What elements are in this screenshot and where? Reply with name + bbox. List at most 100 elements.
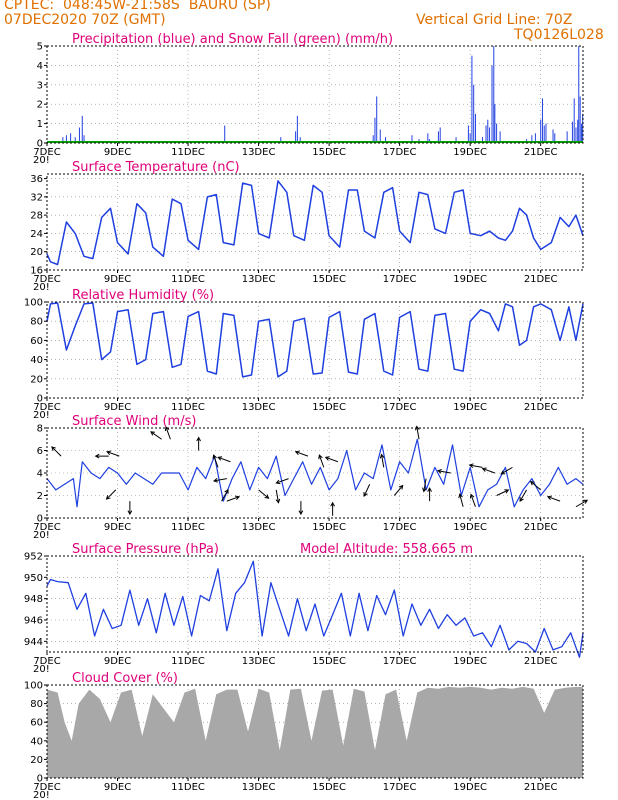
precip-bar <box>534 133 536 143</box>
precip-bar <box>374 117 376 143</box>
precip-bar <box>467 125 469 143</box>
y-tick-label: 0 <box>37 774 43 785</box>
wind-arrowhead <box>213 477 218 483</box>
y-tick-label: 2 <box>37 100 43 111</box>
x-tick-label: 13DEC <box>242 402 276 413</box>
precip-bar <box>531 135 533 143</box>
wind-arrowhead <box>519 497 524 503</box>
wind-arrowhead <box>481 467 487 472</box>
wind-arrow <box>217 456 231 463</box>
y-tick-label: 948 <box>24 594 43 605</box>
x-tick-label: 19DEC <box>453 402 487 413</box>
y-tick-label: 28 <box>30 211 43 222</box>
precip-bar <box>582 113 584 143</box>
x-tick-label: 17DEC <box>383 656 417 667</box>
wind-arrow <box>459 494 464 507</box>
wind-arrow <box>416 426 420 440</box>
x-axis-year-stub: 20! <box>33 664 50 675</box>
wind-arrowhead <box>546 495 552 501</box>
x-tick-label: 13DEC <box>242 522 276 533</box>
wind-arrow <box>575 499 588 508</box>
wind-arrow <box>496 489 509 496</box>
panel-annotation: Model Altitude: 558.665 m <box>300 542 473 557</box>
panel-2: 16 20 24 28 32 36 7DEC 9DEC 11DEC 13DEC 15DEC 17DEC… <box>30 160 584 293</box>
wind-arrow <box>213 478 227 482</box>
x-tick-label: 13DEC <box>242 274 276 285</box>
panel-5: 944 946 948 950 952 7DEC 9DEC 11DEC 13DEC 15DEC 17… <box>24 542 584 675</box>
panel-frame <box>46 45 584 144</box>
precip-bar <box>578 46 580 143</box>
x-tick-label: 21DEC <box>524 147 558 158</box>
precip-bar <box>78 127 80 143</box>
panel-title: Surface Temperature (nC) <box>72 160 240 175</box>
precip-bar <box>575 127 577 143</box>
series-line <box>46 438 584 508</box>
wind-arrow <box>276 478 289 484</box>
y-tick-label: 5 <box>37 42 43 53</box>
precip-bar <box>482 137 483 143</box>
x-tick-label: 15DEC <box>312 656 346 667</box>
y-tick-label: 20 <box>30 755 43 766</box>
precip-bar <box>299 137 301 143</box>
wind-arrowhead <box>275 479 281 485</box>
precip-bar <box>494 104 496 143</box>
wind-arrow <box>106 451 120 457</box>
precip-bar <box>455 137 457 143</box>
x-tick-label: 19DEC <box>453 782 487 793</box>
panel-title: Cloud Cover (%) <box>72 671 178 686</box>
y-tick-label: 40 <box>30 736 43 747</box>
panel-frame <box>46 684 584 779</box>
y-tick-label: 4 <box>37 469 43 480</box>
panel-1: 0 1 2 3 4 5 7DEC 9DEC 11DEC 13DEC 15DEC 17DEC 19DEC 2… <box>33 32 584 166</box>
header-run-code: TQ0126L028 <box>514 27 604 43</box>
series-line <box>46 560 584 658</box>
precip-bar <box>577 119 579 143</box>
wind-arrow <box>318 454 325 468</box>
wind-arrow <box>469 464 483 468</box>
panel-frame <box>46 301 584 399</box>
x-tick-label: 19DEC <box>453 656 487 667</box>
precip-bar <box>491 65 493 143</box>
y-tick-label: 80 <box>30 699 43 710</box>
panel-title: Precipitation (blue) and Snow Fall (gree… <box>72 32 393 47</box>
precip-bar <box>376 96 378 143</box>
wind-arrow <box>106 489 117 500</box>
wind-arrowhead <box>422 487 427 493</box>
precip-bar <box>552 129 554 143</box>
wind-arrow <box>295 451 309 457</box>
wind-arrowhead <box>583 499 589 504</box>
x-tick-label: 15DEC <box>312 522 346 533</box>
header-grid-note: Vertical Grid Line: 70Z <box>416 12 573 28</box>
y-tick-label: 100 <box>24 298 43 309</box>
precip-bar <box>379 129 381 143</box>
wind-arrow <box>51 446 62 457</box>
x-tick-label: 7DEC <box>33 522 60 533</box>
y-tick-label: 946 <box>24 616 43 627</box>
wind-arrowhead <box>224 488 229 494</box>
precip-bar <box>489 127 491 143</box>
wind-arrow <box>150 431 162 440</box>
x-axis-year-stub: 20! <box>33 410 50 421</box>
wind-arrow <box>530 481 542 491</box>
precip-bar <box>411 135 413 143</box>
x-tick-label: 9DEC <box>104 402 131 413</box>
y-tick-label: 944 <box>24 637 43 648</box>
x-tick-label: 13DEC <box>242 782 276 793</box>
x-tick-label: 19DEC <box>453 522 487 533</box>
precip-bar <box>280 137 282 143</box>
x-tick-label: 17DEC <box>383 274 417 285</box>
precip-bar <box>65 135 67 143</box>
y-tick-label: 6 <box>37 446 43 457</box>
wind-arrowhead <box>379 453 385 459</box>
y-tick-label: 40 <box>30 355 43 366</box>
wind-arrow <box>226 496 240 502</box>
x-axis-year-stub: 20! <box>33 790 50 800</box>
wind-arrowhead <box>298 510 304 516</box>
wind-arrowhead <box>500 470 506 475</box>
x-axis-year-stub: 20! <box>33 155 50 166</box>
wind-arrowhead <box>398 484 404 490</box>
y-tick-label: 0 <box>37 139 43 150</box>
precip-bar <box>296 115 298 143</box>
wind-arrowhead <box>427 487 432 492</box>
